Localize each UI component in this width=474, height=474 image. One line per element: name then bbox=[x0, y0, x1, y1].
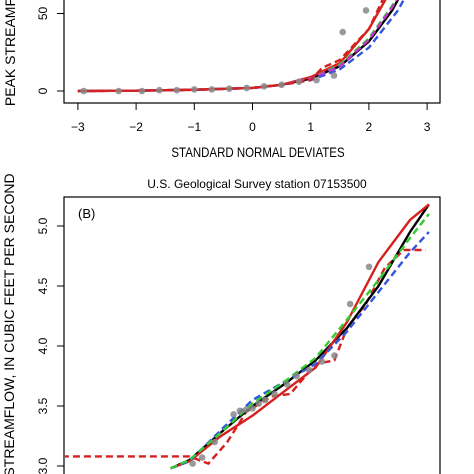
y-axis-label-bottom: STREAMFLOW, IN CUBIC FEET PER SECOND bbox=[1, 173, 17, 474]
data-point bbox=[278, 81, 285, 89]
y-axis-top: 0 50 bbox=[36, 7, 64, 94]
data-point bbox=[295, 78, 303, 85]
data-point bbox=[271, 390, 278, 398]
series-line bbox=[170, 203, 430, 470]
x-tick-label: −2 bbox=[129, 120, 143, 134]
data-point bbox=[173, 86, 181, 94]
data-point bbox=[331, 352, 338, 359]
data-point bbox=[211, 438, 218, 446]
x-tick-label: −1 bbox=[187, 120, 201, 134]
series-line bbox=[65, 248, 426, 466]
series-line bbox=[77, 0, 398, 93]
data-point bbox=[365, 263, 373, 271]
series-line bbox=[170, 203, 430, 470]
x-axis-label: STANDARD NORMAL DEVIATES bbox=[171, 144, 344, 160]
data-point bbox=[255, 400, 263, 407]
data-point bbox=[225, 85, 233, 92]
y-tick-label: 3.0 bbox=[36, 457, 50, 474]
data-point bbox=[138, 87, 146, 95]
data-point bbox=[346, 300, 354, 308]
x-tick-label: 2 bbox=[366, 120, 373, 134]
panel-bottom: U.S. Geological Survey station 07153500 … bbox=[1, 173, 441, 474]
series-line bbox=[170, 231, 430, 470]
plot-frame-bottom bbox=[63, 196, 441, 474]
data-point bbox=[305, 366, 313, 374]
points-group-bottom bbox=[189, 263, 373, 467]
data-point bbox=[283, 381, 291, 388]
data-point bbox=[243, 84, 250, 92]
data-point bbox=[293, 372, 300, 380]
data-point bbox=[191, 86, 198, 93]
y-tick-label: 4.5 bbox=[36, 277, 50, 294]
y-tick-label: 3.5 bbox=[36, 397, 50, 414]
data-point bbox=[330, 72, 338, 79]
y-axis-bottom: 3.0 3.5 4.0 4.5 5.0 bbox=[36, 217, 64, 474]
data-point bbox=[208, 86, 216, 93]
series-group-top bbox=[77, 0, 405, 93]
y-axis-label-top: PEAK STREAMF bbox=[2, 0, 18, 106]
x-tick-label: 1 bbox=[307, 120, 314, 134]
data-point bbox=[115, 87, 122, 95]
x-tick-label: 3 bbox=[424, 120, 431, 134]
y-tick-label: 5.0 bbox=[36, 217, 50, 234]
x-tick-label: 0 bbox=[249, 120, 256, 134]
data-point bbox=[362, 7, 370, 14]
y-tick-label: 50 bbox=[36, 7, 50, 21]
series-line bbox=[77, 0, 405, 93]
series-group-bottom bbox=[65, 203, 430, 470]
x-tick-label: −3 bbox=[71, 120, 85, 134]
panel-top: 050 −3 −2 −1 0 1 2 3 STANDARD NORMAL DEVIATES … bbox=[2, 0, 441, 160]
data-point bbox=[318, 358, 326, 365]
data-point bbox=[242, 406, 250, 413]
data-point bbox=[198, 454, 206, 461]
series-line bbox=[170, 213, 430, 470]
data-point bbox=[230, 411, 237, 418]
data-point bbox=[249, 405, 256, 412]
data-point bbox=[313, 76, 320, 84]
data-point bbox=[80, 87, 88, 95]
data-point bbox=[236, 407, 244, 415]
x-axis-top: −3 −2 −1 0 1 2 3 bbox=[71, 102, 431, 134]
series-line bbox=[77, 0, 384, 93]
panel-label-b: (B) bbox=[78, 206, 95, 221]
points-group-top bbox=[80, 7, 370, 95]
series-line bbox=[77, 0, 400, 93]
y-tick-label: 0 bbox=[36, 87, 50, 94]
chart-title-bottom: U.S. Geological Survey station 07153500 bbox=[147, 177, 367, 191]
data-point bbox=[261, 396, 269, 404]
data-point bbox=[189, 460, 196, 467]
data-point bbox=[156, 86, 163, 94]
y-tick-label: 4.0 bbox=[36, 337, 50, 354]
data-point bbox=[339, 28, 347, 36]
data-point bbox=[260, 83, 268, 90]
